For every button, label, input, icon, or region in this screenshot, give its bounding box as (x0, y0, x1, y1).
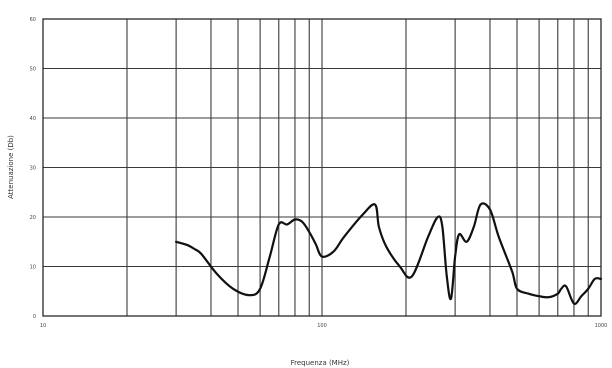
y-tick-label: 60 (30, 17, 36, 23)
y-tick-label: 0 (33, 314, 36, 320)
x-tick-label: 100 (317, 323, 327, 329)
tick-labels: 0 10 20 30 40 50 60 10 100 1000 (30, 17, 608, 329)
y-tick-label: 10 (30, 265, 36, 271)
gridlines (43, 19, 601, 316)
y-tick-label: 30 (30, 166, 36, 172)
x-axis-label: Frequenza (MHz) (291, 359, 350, 367)
y-axis-label: Attenuazione (Db) (7, 135, 15, 199)
y-tick-label: 50 (30, 67, 36, 73)
plot-frame (42, 18, 602, 317)
x-tick-label: 10 (40, 323, 46, 329)
y-tick-label: 20 (30, 215, 36, 221)
y-tick-label: 40 (30, 116, 36, 122)
x-tick-label: 1000 (595, 323, 608, 329)
attenuation-curve (175, 202, 603, 305)
